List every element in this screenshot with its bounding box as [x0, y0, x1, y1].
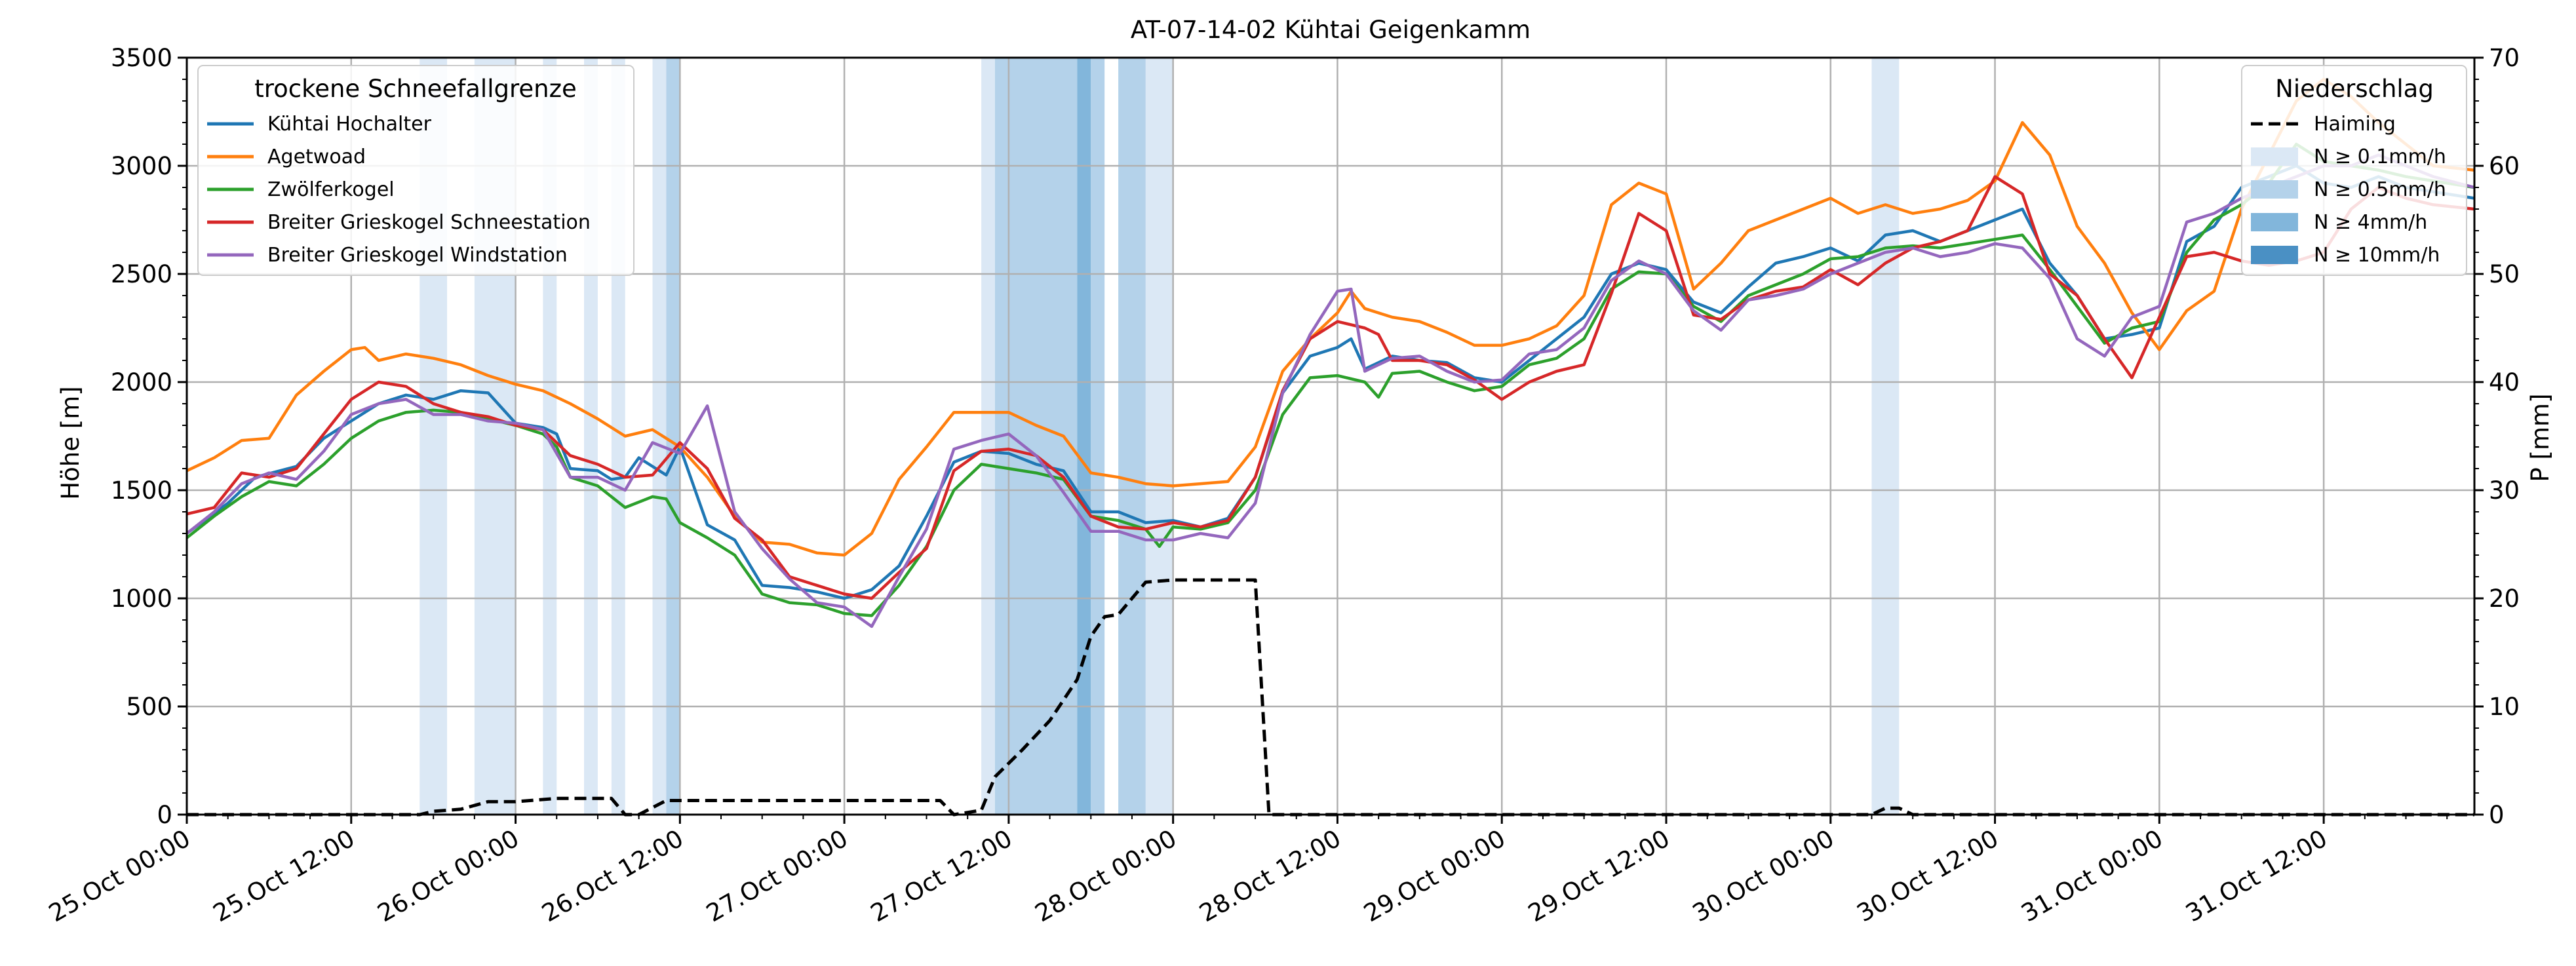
- y2-tick-label: 0: [2489, 801, 2505, 829]
- series-line: [185, 142, 2475, 617]
- precip-band: [1118, 58, 1146, 815]
- chart-title: AT-07-14-02 Kühtai Geigenkamm: [1131, 16, 1531, 44]
- series-lines: [185, 77, 2475, 628]
- legend-left-box: [197, 65, 634, 276]
- y2-tick-label: 20: [2489, 585, 2520, 613]
- series-line: [186, 175, 2475, 600]
- axes: [185, 56, 2476, 816]
- legend-band-swatch: [2251, 180, 2298, 199]
- x-tick-label: 26.Oct 12:00: [537, 824, 688, 928]
- legend-band-swatch: [2251, 147, 2298, 166]
- x-tick-label: 30.Oct 12:00: [1852, 824, 2003, 928]
- legend-right-title: Niederschlag: [2275, 75, 2434, 103]
- y2-tick-label: 40: [2489, 368, 2520, 396]
- y-tick-label: 1000: [111, 585, 172, 613]
- legend-left-label: Breiter Grieskogel Schneestation: [267, 211, 591, 234]
- y2-tick-label: 50: [2489, 260, 2520, 288]
- precip-bands: [420, 58, 1900, 815]
- x-tick-label: 31.Oct 12:00: [2181, 824, 2332, 928]
- legend-left-label: Zwölferkogel: [267, 178, 395, 201]
- y-tick-label: 1500: [111, 476, 172, 505]
- legend-left-label: Breiter Grieskogel Windstation: [267, 244, 568, 267]
- x-tick-label: 27.Oct 12:00: [866, 824, 1017, 928]
- x-tick-label: 31.Oct 00:00: [2016, 824, 2167, 928]
- x-tick-label: 26.Oct 00:00: [373, 824, 524, 928]
- x-tick-label: 28.Oct 12:00: [1195, 824, 1346, 928]
- legend-band-swatch: [2251, 213, 2298, 231]
- precip-band: [666, 58, 680, 815]
- legend-left-label: Kühtai Hochalter: [267, 113, 432, 136]
- precip-band: [652, 58, 667, 815]
- precip-band: [1091, 58, 1105, 815]
- x-tick-label: 30.Oct 00:00: [1688, 824, 1839, 928]
- legend-right-label: Haiming: [2314, 113, 2396, 136]
- x-tick-label: 25.Oct 00:00: [44, 824, 195, 928]
- x-tick-label: 27.Oct 00:00: [701, 824, 852, 928]
- legend-right: Niederschlag Haiming N ≥ 0.1mm/h N ≥ 0.5mm/…: [2241, 65, 2467, 276]
- precip-line-layer: [187, 578, 2474, 817]
- y2-tick-label: 60: [2489, 152, 2520, 180]
- precip-band: [1077, 58, 1091, 815]
- series-line: [186, 77, 2475, 557]
- y-tick-label: 0: [157, 801, 172, 829]
- y-tick-label: 500: [126, 693, 172, 721]
- legend-left-label: Agetwoad: [267, 145, 366, 168]
- x-tick-label: 29.Oct 00:00: [1359, 824, 1510, 928]
- legend-right-label: N ≥ 10mm/h: [2314, 244, 2440, 267]
- y-tick-label: 2500: [111, 260, 172, 288]
- plot-frame: [185, 56, 2476, 816]
- precip-line-haiming: [187, 578, 2474, 817]
- legend-right-label: N ≥ 0.1mm/h: [2314, 145, 2446, 168]
- legend-right-label: N ≥ 4mm/h: [2314, 211, 2427, 234]
- x-tick-label: 25.Oct 12:00: [208, 824, 359, 928]
- series-line: [185, 164, 2475, 600]
- precip-band: [981, 58, 995, 815]
- y-axis-label: Höhe [m]: [56, 386, 85, 499]
- precip-band: [1145, 58, 1173, 815]
- y2-axis-label: P [mm]: [2526, 393, 2554, 482]
- legend-left: trockene Schneefallgrenze Kühtai Hochalte…: [197, 65, 634, 276]
- y2-tick-label: 30: [2489, 476, 2520, 505]
- y-tick-label: 3500: [111, 44, 172, 72]
- y-tick-label: 2000: [111, 368, 172, 396]
- x-tick-label: 28.Oct 00:00: [1030, 824, 1181, 928]
- y2-tick-label: 10: [2489, 693, 2520, 721]
- x-tick-label: 29.Oct 12:00: [1523, 824, 1674, 928]
- y2-tick-label: 70: [2489, 44, 2520, 72]
- y-tick-label: 3000: [111, 152, 172, 180]
- legend-right-label: N ≥ 0.5mm/h: [2314, 178, 2446, 201]
- precip-band: [1871, 58, 1900, 815]
- legend-band-swatch: [2251, 246, 2298, 264]
- legend-left-title: trockene Schneefallgrenze: [254, 75, 577, 103]
- series-line: [185, 153, 2475, 628]
